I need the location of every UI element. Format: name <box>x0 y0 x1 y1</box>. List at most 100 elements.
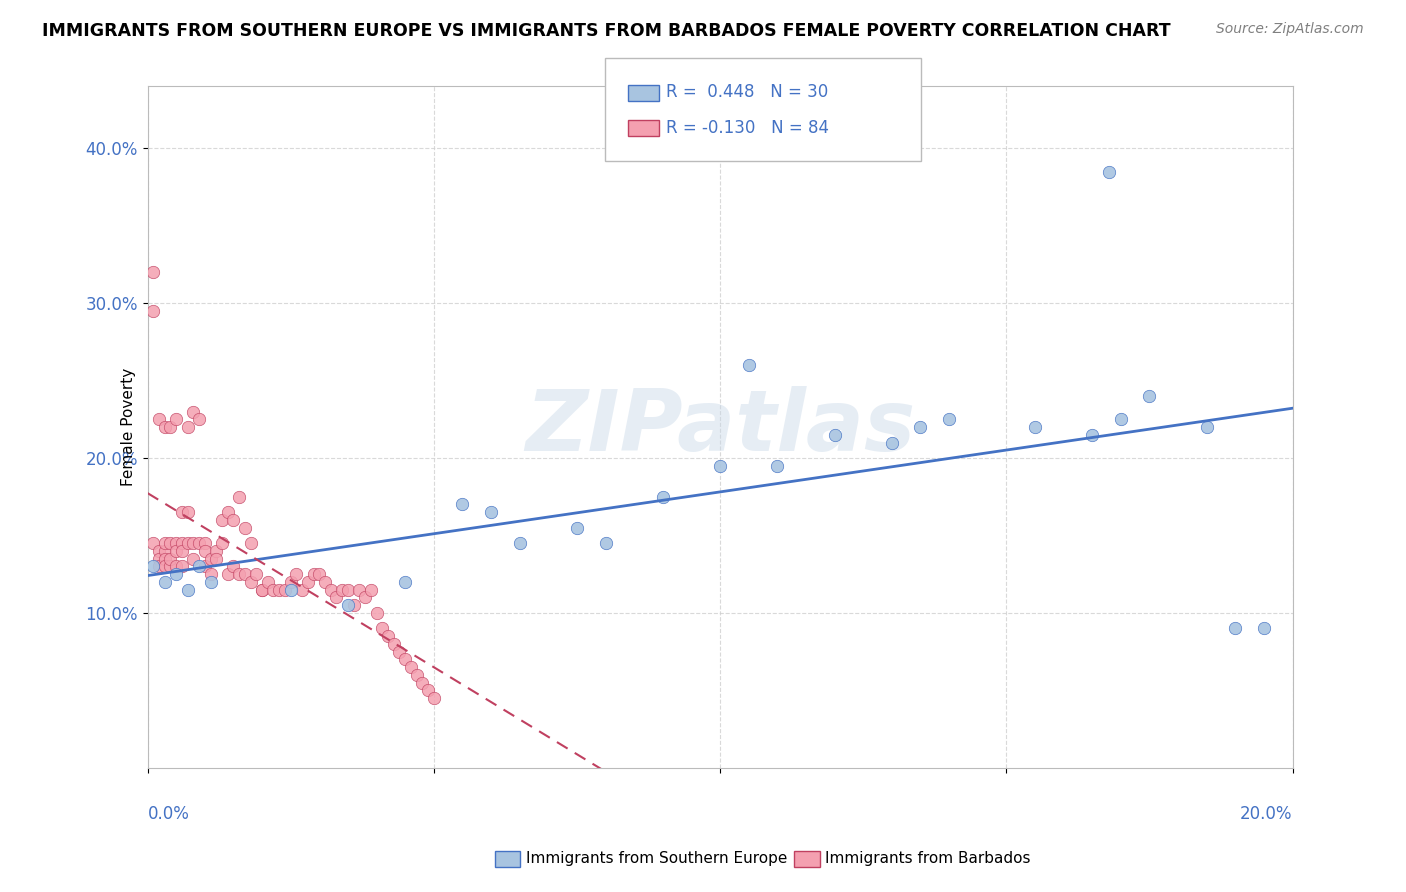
Point <box>319 582 342 597</box>
Point <box>165 567 187 582</box>
Point <box>233 521 256 535</box>
Point <box>159 551 181 566</box>
Point <box>165 412 187 426</box>
Point <box>343 598 366 612</box>
Point <box>194 536 217 550</box>
Point <box>274 582 297 597</box>
Point <box>880 435 903 450</box>
Point <box>291 582 314 597</box>
Point <box>360 582 382 597</box>
Point <box>233 567 256 582</box>
Point <box>200 551 222 566</box>
Point <box>737 358 759 372</box>
Point <box>211 513 233 527</box>
Point <box>239 536 262 550</box>
Point <box>250 582 273 597</box>
Point <box>239 574 262 589</box>
Point <box>297 574 319 589</box>
Point <box>142 265 165 279</box>
Point <box>766 458 789 473</box>
Point <box>200 574 222 589</box>
Point <box>336 598 359 612</box>
Point <box>302 567 325 582</box>
Point <box>1225 621 1247 635</box>
Point <box>416 683 439 698</box>
Point <box>411 675 433 690</box>
Text: ZIPatlas: ZIPatlas <box>524 385 915 468</box>
Text: R =  0.448   N = 30: R = 0.448 N = 30 <box>666 83 828 101</box>
Point <box>200 567 222 582</box>
Point <box>153 536 176 550</box>
Point <box>651 490 673 504</box>
Point <box>269 582 291 597</box>
Point <box>228 490 250 504</box>
Point <box>1024 420 1046 434</box>
Point <box>159 559 181 574</box>
Text: Source: ZipAtlas.com: Source: ZipAtlas.com <box>1216 22 1364 37</box>
Point <box>181 551 204 566</box>
Point <box>371 621 394 635</box>
Point <box>394 652 416 666</box>
Point <box>336 582 359 597</box>
Point <box>170 536 193 550</box>
Point <box>1253 621 1275 635</box>
Point <box>165 536 187 550</box>
Point <box>405 667 427 681</box>
Point <box>330 582 353 597</box>
Text: Immigrants from Barbados: Immigrants from Barbados <box>825 851 1031 865</box>
Point <box>250 582 273 597</box>
Point <box>394 574 416 589</box>
Point <box>188 412 211 426</box>
Point <box>228 567 250 582</box>
Point <box>142 536 165 550</box>
Text: 20.0%: 20.0% <box>1240 805 1292 823</box>
Point <box>170 505 193 519</box>
Point <box>349 582 371 597</box>
Point <box>148 412 170 426</box>
Point <box>188 559 211 574</box>
Point <box>188 536 211 550</box>
Point <box>211 536 233 550</box>
Point <box>1081 427 1104 442</box>
Point <box>176 505 198 519</box>
Text: IMMIGRANTS FROM SOUTHERN EUROPE VS IMMIGRANTS FROM BARBADOS FEMALE POVERTY CORRE: IMMIGRANTS FROM SOUTHERN EUROPE VS IMMIG… <box>42 22 1171 40</box>
Point <box>509 536 531 550</box>
Point <box>382 637 405 651</box>
Point <box>148 544 170 558</box>
Point <box>910 420 932 434</box>
Point <box>388 644 411 658</box>
Point <box>148 559 170 574</box>
Point <box>181 404 204 418</box>
Point <box>176 420 198 434</box>
Point <box>153 544 176 558</box>
Point <box>159 536 181 550</box>
Point <box>354 591 377 605</box>
Point <box>153 551 176 566</box>
Point <box>709 458 731 473</box>
Point <box>256 574 278 589</box>
Point <box>451 498 474 512</box>
Point <box>1098 164 1121 178</box>
Point <box>308 567 330 582</box>
Point <box>399 660 422 674</box>
Point <box>142 559 165 574</box>
Point <box>280 582 302 597</box>
Point <box>159 420 181 434</box>
Point <box>824 427 846 442</box>
Point <box>479 505 502 519</box>
Point <box>205 544 228 558</box>
Point <box>165 559 187 574</box>
Point <box>181 536 204 550</box>
Point <box>595 536 617 550</box>
Point <box>176 536 198 550</box>
Point <box>314 574 336 589</box>
Point <box>377 629 399 643</box>
Point <box>142 304 165 318</box>
Point <box>245 567 267 582</box>
Point <box>565 521 588 535</box>
Point <box>170 544 193 558</box>
Point <box>205 551 228 566</box>
Point <box>165 544 187 558</box>
Point <box>938 412 960 426</box>
Point <box>1195 420 1218 434</box>
